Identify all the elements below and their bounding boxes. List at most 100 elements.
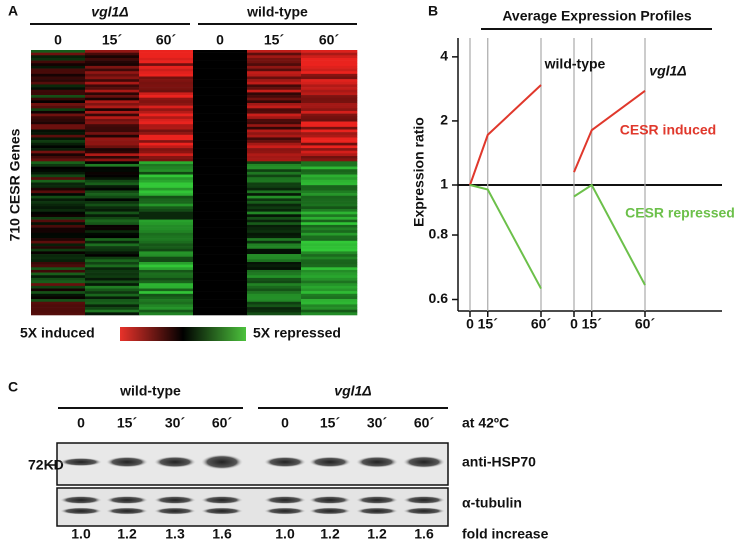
heatmap-cell — [247, 134, 302, 138]
heatmap-cell — [31, 222, 86, 226]
heatmap-cell — [301, 148, 358, 151]
heatmap-cell — [31, 235, 86, 239]
heatmap-cell — [247, 63, 302, 67]
heatmap-cell — [301, 105, 358, 109]
heatmap-cell — [31, 254, 86, 257]
condition-label: at 42ºC — [462, 415, 509, 431]
fold-value: 1.0 — [275, 526, 295, 542]
heatmap-cell — [301, 87, 358, 91]
heatmap-cell — [193, 309, 248, 313]
heatmap-cell — [85, 198, 140, 202]
heatmap-cell — [301, 158, 358, 162]
heatmap-cell — [85, 108, 140, 112]
heatmap-cell — [85, 65, 140, 69]
heatmap-cell — [301, 166, 358, 170]
heatmap-cell — [193, 121, 248, 125]
band — [60, 496, 102, 504]
heatmap-cell — [85, 87, 140, 91]
heatmap-cell — [31, 63, 86, 67]
heatmap-cell — [31, 201, 86, 204]
heatmap-cell — [247, 177, 302, 181]
heatmap-cell — [247, 103, 302, 106]
heatmap-cell — [247, 79, 302, 83]
heatmap-cell — [301, 187, 358, 191]
x-tick-label: 60´ — [635, 316, 656, 332]
heatmap-cell — [193, 190, 248, 194]
heatmap-cell — [301, 264, 358, 268]
band — [106, 496, 148, 504]
heatmap-cell — [301, 81, 358, 85]
x-tick-label: 0 — [570, 316, 578, 332]
heatmap-cell — [193, 140, 248, 144]
heatmap-cell — [31, 185, 86, 189]
heatmap-cell — [193, 299, 248, 303]
heatmap-cell — [193, 211, 248, 215]
heatmap-cell — [139, 124, 194, 128]
band — [356, 507, 398, 515]
heatmap-cell — [193, 50, 248, 53]
heatmap-cell — [193, 156, 248, 159]
heatmap-cell — [193, 126, 248, 130]
heatmap-cell — [193, 227, 248, 231]
heatmap-cell — [139, 145, 194, 149]
time-label: 15´ — [320, 415, 341, 431]
heatmap-cell — [247, 126, 302, 130]
heatmap-cell — [301, 174, 358, 178]
heatmap-cell — [85, 140, 140, 144]
heatmap-cell — [301, 259, 358, 263]
heatmap-cell — [139, 285, 194, 289]
fold-value: 1.2 — [117, 526, 137, 542]
heatmap-cell — [301, 309, 358, 313]
heatmap-cell — [85, 219, 140, 223]
heatmap-cell — [85, 177, 140, 181]
heatmap-cell — [193, 161, 248, 165]
heatmap-cell — [85, 201, 140, 204]
heatmap-cell — [139, 198, 194, 202]
heatmap-cell — [247, 129, 302, 133]
color-scale — [120, 327, 246, 341]
heatmap-cell — [247, 201, 302, 204]
heatmap-cell — [139, 203, 194, 207]
panel-label: B — [428, 3, 438, 19]
heatmap-cell — [31, 73, 86, 77]
heatmap-cell — [193, 187, 248, 191]
heatmap-cell — [193, 166, 248, 170]
heatmap-cell — [31, 246, 86, 250]
heatmap-cell — [247, 219, 302, 223]
heatmap-cell — [31, 161, 86, 165]
heatmap-cell — [247, 60, 302, 64]
heatmap-cell — [31, 232, 86, 236]
heatmap-cell — [85, 166, 140, 170]
heatmap-cell — [139, 280, 194, 284]
heatmap-cell — [301, 216, 358, 220]
heatmap-cell — [139, 110, 194, 114]
heatmap-cell — [247, 275, 302, 279]
heatmap-cell — [301, 190, 358, 194]
heatmap-cell — [139, 296, 194, 300]
heatmap-cell — [301, 145, 358, 149]
heatmap-cell — [193, 113, 248, 117]
heatmap-cell — [139, 76, 194, 80]
heatmap-cell — [301, 219, 358, 223]
heatmap-cell — [193, 267, 248, 271]
heatmap-cell — [85, 238, 140, 242]
heatmap-cell — [193, 89, 248, 93]
heatmap-cell — [193, 240, 248, 244]
heatmap-cell — [193, 110, 248, 114]
heatmap-cell — [139, 219, 194, 223]
heatmap-cell — [139, 63, 194, 67]
heatmap-cell — [139, 177, 194, 181]
heatmap-cell — [139, 158, 194, 162]
heatmap-cell — [85, 179, 140, 183]
heatmap-cell — [85, 262, 140, 265]
heatmap-cell — [85, 182, 140, 186]
heatmap-cell — [247, 206, 302, 210]
heatmap-cell — [85, 103, 140, 106]
heatmap-cell — [139, 288, 194, 292]
heatmap-cell — [85, 142, 140, 146]
heatmap-cell — [139, 227, 194, 231]
y-tick-label: 0.6 — [429, 290, 449, 306]
heatmap-cell — [31, 137, 86, 141]
heatmap-cell — [247, 309, 302, 313]
